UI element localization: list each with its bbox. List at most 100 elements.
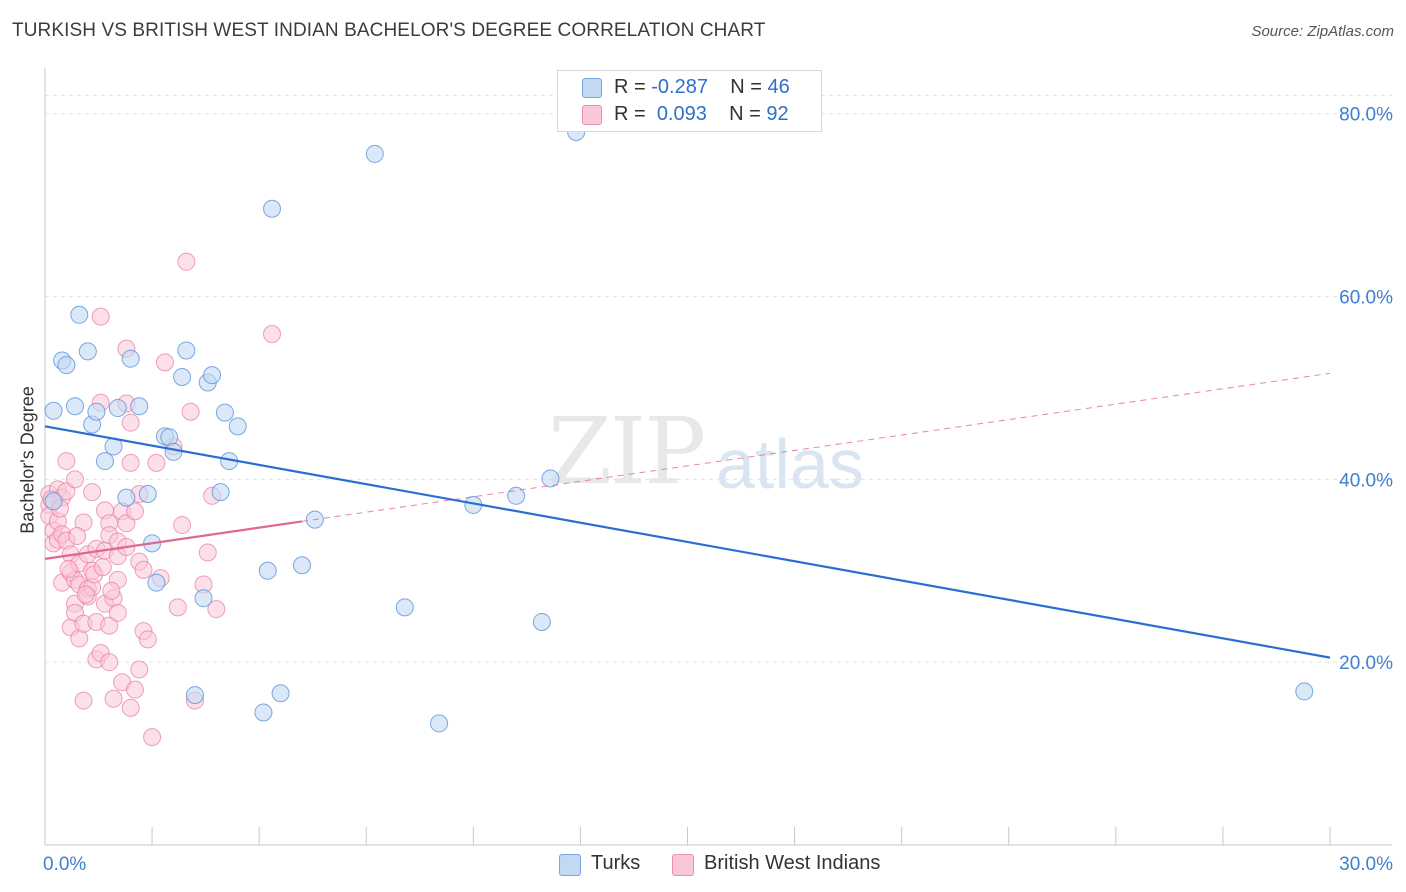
bwi-point bbox=[125, 680, 144, 699]
bwi-point bbox=[83, 483, 102, 502]
legend-r-value-turks: -0.287 bbox=[651, 76, 708, 98]
turks-point bbox=[430, 714, 449, 733]
turks-point bbox=[57, 356, 76, 375]
bwi-point bbox=[155, 353, 174, 372]
turks-point bbox=[263, 199, 282, 218]
legend-n-value-turks: 46 bbox=[767, 76, 790, 98]
turks-point bbox=[95, 452, 114, 471]
turks-point bbox=[147, 573, 166, 592]
y-axis-label: Bachelor's Degree bbox=[17, 386, 38, 534]
turks-point bbox=[1295, 682, 1314, 701]
turks-point bbox=[185, 686, 204, 705]
turks-point bbox=[532, 612, 551, 631]
legend-r-label: R = bbox=[614, 76, 652, 98]
bwi-point bbox=[168, 598, 187, 617]
turks-point bbox=[258, 561, 277, 580]
turks-point bbox=[541, 469, 560, 488]
turks-point bbox=[228, 417, 247, 436]
turks-point bbox=[108, 399, 127, 418]
turks-point bbox=[117, 488, 136, 507]
axes bbox=[44, 68, 1392, 846]
y-tick-label: 40.0% bbox=[1339, 470, 1393, 491]
turks-point bbox=[211, 483, 230, 502]
turks-trend-line bbox=[44, 425, 1331, 659]
bwi-trend-line bbox=[44, 520, 303, 560]
legend-swatch-turks bbox=[582, 78, 602, 98]
bwi-point bbox=[91, 307, 110, 326]
turks-point bbox=[395, 598, 414, 617]
x-tick-label: 30.0% bbox=[1339, 854, 1393, 875]
bwi-point bbox=[57, 452, 76, 471]
bwi-point bbox=[134, 560, 153, 579]
series-british-west-indians bbox=[40, 252, 282, 747]
turks-point bbox=[87, 402, 106, 421]
bwi-point bbox=[76, 585, 95, 604]
turks-point bbox=[203, 366, 222, 385]
bottom-legend-swatch-bwi bbox=[672, 854, 694, 876]
bwi-point bbox=[65, 470, 84, 489]
bwi-point bbox=[68, 527, 87, 546]
y-tick-label: 60.0% bbox=[1339, 288, 1393, 309]
turks-point bbox=[271, 684, 290, 703]
legend-n-label: N = bbox=[730, 76, 768, 98]
legend-r-label: R = bbox=[614, 103, 652, 125]
turks-point bbox=[173, 367, 192, 386]
bwi-point bbox=[125, 502, 144, 521]
bwi-point bbox=[121, 453, 140, 472]
turks-point bbox=[293, 556, 311, 575]
turks-point bbox=[194, 589, 213, 608]
bottom-legend-label-bwi: British West Indians bbox=[704, 852, 881, 874]
bwi-point bbox=[100, 616, 119, 635]
bwi-trend-extension bbox=[301, 372, 1331, 522]
bwi-point bbox=[121, 698, 140, 717]
bottom-legend-swatch-turks bbox=[559, 854, 581, 876]
bwi-point bbox=[138, 630, 157, 649]
legend-n-value-bwi: 92 bbox=[766, 103, 789, 125]
turks-point bbox=[70, 305, 89, 324]
y-tick-label: 80.0% bbox=[1339, 105, 1393, 126]
bwi-point bbox=[263, 325, 282, 344]
correlation-legend: R = -0.287 N = 46 R = 0.093 N = 92 bbox=[557, 70, 822, 132]
turks-point bbox=[177, 341, 196, 360]
turks-point bbox=[78, 342, 97, 361]
source-label: Source: ZipAtlas.com bbox=[1251, 23, 1394, 40]
bwi-point bbox=[93, 558, 112, 577]
turks-point bbox=[254, 703, 273, 722]
bwi-point bbox=[173, 516, 192, 535]
turks-point bbox=[365, 144, 384, 163]
legend-r-value-bwi: 0.093 bbox=[656, 103, 707, 125]
watermark-atlas: atlas bbox=[716, 425, 864, 503]
turks-point bbox=[44, 492, 63, 511]
bwi-point bbox=[143, 728, 162, 747]
legend-n-label: N = bbox=[729, 103, 767, 125]
chart-title: TURKISH VS BRITISH WEST INDIAN BACHELOR'… bbox=[12, 20, 766, 41]
legend-swatch-bwi bbox=[582, 105, 602, 125]
turks-point bbox=[138, 484, 157, 503]
bwi-point bbox=[177, 252, 196, 271]
trend-lines bbox=[44, 372, 1331, 659]
bwi-point bbox=[74, 691, 93, 710]
turks-point bbox=[164, 442, 183, 461]
grid-lines bbox=[45, 94, 1392, 663]
bwi-point bbox=[198, 543, 217, 562]
x-tick-label: 0.0% bbox=[43, 854, 86, 875]
bwi-point bbox=[104, 689, 123, 708]
bwi-point bbox=[130, 660, 149, 679]
bwi-point bbox=[100, 653, 119, 672]
watermark-zip: ZIP bbox=[548, 398, 706, 505]
tick-labels: 20.0% 40.0% 60.0% 80.0% 0.0% 30.0% bbox=[43, 105, 1393, 875]
series-turks bbox=[44, 122, 1314, 733]
bwi-point bbox=[147, 453, 166, 472]
turks-point bbox=[44, 401, 63, 420]
turks-point bbox=[130, 397, 149, 416]
turks-point bbox=[215, 403, 234, 422]
bwi-point bbox=[181, 402, 200, 421]
bwi-point bbox=[102, 581, 121, 600]
bwi-point bbox=[207, 600, 226, 619]
bwi-point bbox=[59, 559, 78, 578]
turks-point bbox=[65, 397, 84, 416]
bwi-point bbox=[108, 603, 127, 622]
turks-point bbox=[121, 349, 140, 368]
y-tick-label: 20.0% bbox=[1339, 653, 1393, 674]
